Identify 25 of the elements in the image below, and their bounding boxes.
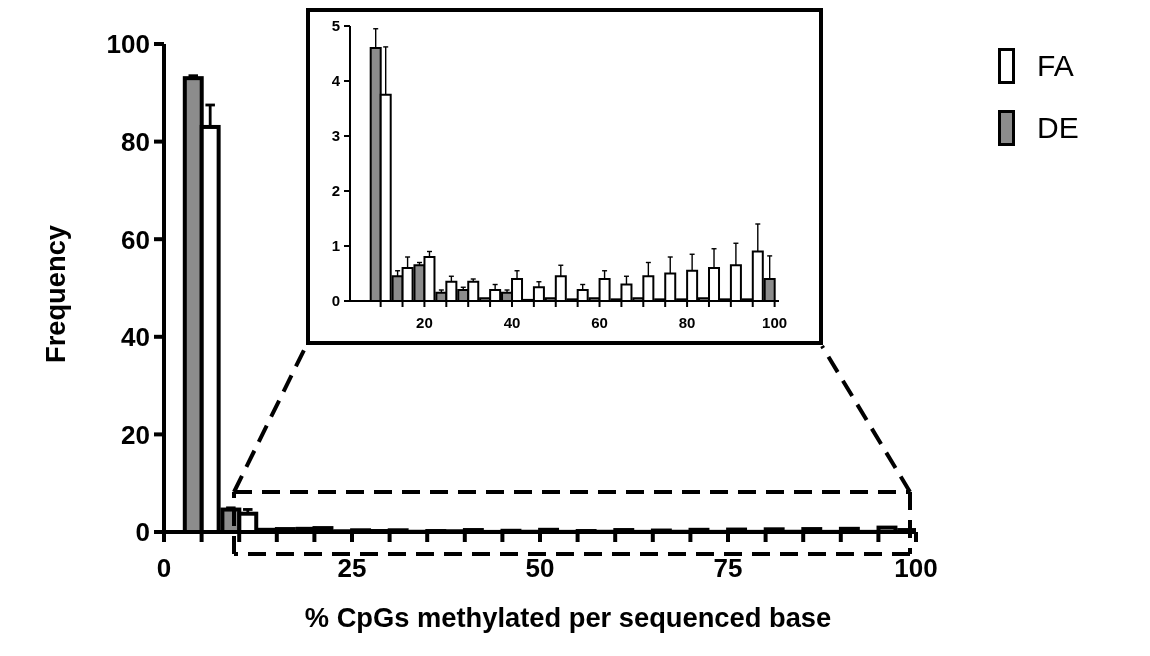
x-axis-title: % CpGs methylated per sequenced base	[303, 602, 833, 634]
x-tick-label: 50	[525, 552, 555, 583]
x-tick-label: 60	[591, 313, 608, 331]
y-tick-label: 100	[106, 29, 150, 60]
x-tick-label: 100	[894, 552, 938, 583]
y-axis-title: Frequency	[40, 224, 72, 366]
legend-label: FA	[1037, 49, 1074, 83]
x-tick-label: 75	[713, 552, 743, 583]
x-tick-label: 80	[678, 313, 696, 331]
y-tick-label: 5	[331, 17, 340, 35]
x-tick-label: 0	[156, 552, 172, 583]
x-tick-label: 20	[416, 313, 433, 331]
y-tick-label: 80	[121, 126, 150, 157]
y-tick-label: 4	[331, 72, 341, 90]
y-tick-label: 20	[121, 419, 150, 450]
x-tick-label: 25	[337, 552, 367, 583]
y-tick-label: 3	[331, 127, 340, 145]
y-tick-label: 2	[331, 182, 340, 200]
x-tick-label: 40	[503, 313, 521, 331]
y-tick-label: 0	[331, 292, 340, 310]
y-tick-label: 1	[331, 237, 340, 255]
y-tick-label: 0	[135, 517, 150, 548]
y-tick-label: 60	[121, 224, 150, 255]
x-tick-label: 100	[762, 313, 788, 331]
legend-label: DE	[1037, 111, 1079, 145]
